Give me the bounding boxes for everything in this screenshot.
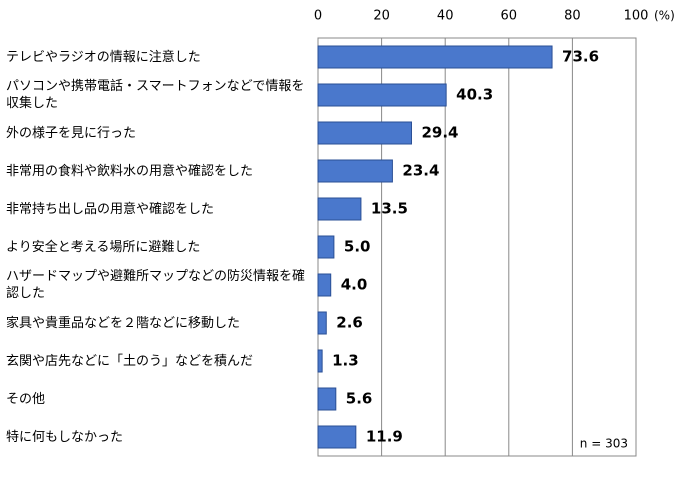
- bar: [317, 235, 335, 259]
- x-tick-label: 80: [564, 9, 581, 24]
- bar: [317, 83, 447, 107]
- category-label: ハザードマップや避難所マップなどの防災情報を確認した: [6, 269, 306, 301]
- x-tick-label: 0: [314, 9, 322, 24]
- annotation: n = 303: [580, 437, 628, 451]
- x-tick-label: 100: [624, 9, 649, 24]
- category-label: 非常持ち出し品の用意や確認をした: [6, 201, 215, 217]
- category-label: 非常用の食料や飲料水の用意や確認をした: [6, 163, 254, 179]
- category-label: テレビやラジオの情報に注意した: [6, 49, 201, 65]
- category-label: その他: [6, 391, 46, 407]
- bar: [317, 387, 337, 411]
- x-tick-label: 40: [437, 9, 454, 24]
- bar: [317, 197, 362, 221]
- category-label: パソコンや携帯電話・スマートフォンなどで情報を収集した: [6, 79, 305, 111]
- category-label: 家具や貴重品などを２階などに移動した: [6, 315, 241, 331]
- bar: [317, 425, 357, 449]
- value-label: 11.9: [366, 428, 403, 446]
- bar: [317, 45, 553, 69]
- bar: [317, 349, 323, 373]
- value-label: 40.3: [456, 86, 493, 104]
- value-label: 13.5: [371, 200, 408, 218]
- value-label: 2.6: [336, 314, 363, 332]
- x-tick-label: 20: [373, 9, 390, 24]
- value-label: 5.0: [344, 238, 371, 256]
- value-label: 29.4: [421, 124, 458, 142]
- bar: [317, 121, 412, 145]
- value-label: 73.6: [562, 48, 599, 66]
- bar: [317, 311, 327, 335]
- x-tick-label: 60: [501, 9, 518, 24]
- category-label: 特に何もしなかった: [6, 429, 124, 445]
- unit-label: (%): [654, 9, 675, 23]
- category-label: 外の様子を見に行った: [6, 125, 137, 141]
- category-label: より安全と考える場所に避難した: [6, 239, 201, 255]
- value-label: 4.0: [341, 276, 368, 294]
- value-label: 1.3: [332, 352, 359, 370]
- category-label: 玄関や店先などに「土のう」などを積んだ: [6, 353, 254, 369]
- bar: [317, 273, 332, 297]
- value-label: 5.6: [346, 390, 373, 408]
- bar: [317, 159, 393, 183]
- value-label: 23.4: [402, 162, 439, 180]
